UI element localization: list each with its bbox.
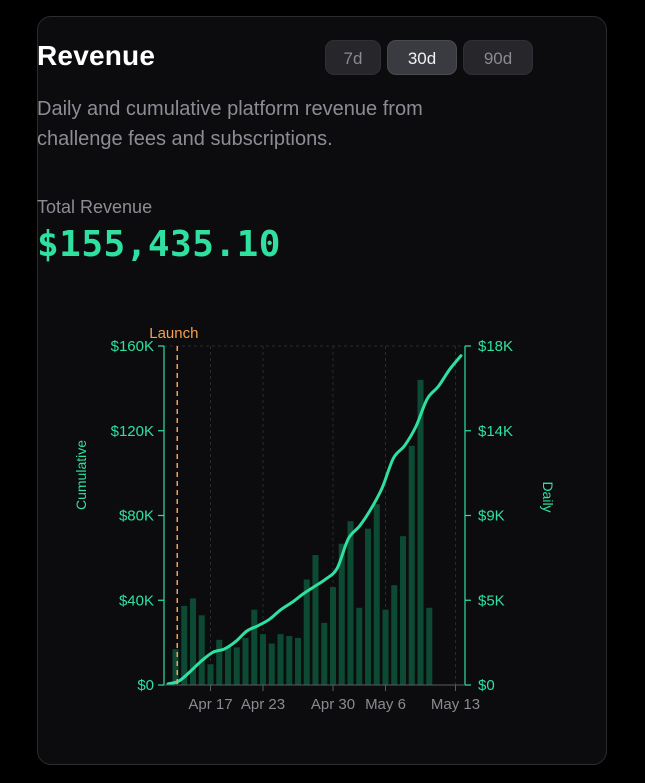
left-tick-label: $120K	[111, 423, 154, 440]
daily-bar	[207, 664, 214, 685]
daily-bar	[242, 637, 249, 685]
daily-bar	[391, 585, 398, 685]
right-tick-label: $0	[478, 677, 495, 694]
daily-bar	[260, 634, 266, 685]
right-tick-label: $5K	[478, 592, 505, 609]
daily-bar	[426, 607, 433, 685]
daily-bar	[417, 379, 424, 685]
x-tick-label: May 13	[431, 696, 480, 713]
card-description: Daily and cumulative platform revenue fr…	[37, 98, 423, 150]
daily-bar	[198, 615, 205, 685]
daily-bar	[312, 555, 319, 685]
daily-bar	[303, 579, 310, 685]
range-90d-button[interactable]: 90d	[463, 40, 533, 75]
daily-bar	[216, 639, 223, 685]
daily-bar	[190, 598, 196, 685]
total-revenue-value: $155,435.10	[37, 224, 281, 265]
total-revenue-label: Total Revenue	[37, 197, 153, 217]
daily-bar	[295, 637, 301, 685]
launch-label: Launch	[149, 325, 198, 342]
left-tick-label: $160K	[111, 338, 154, 355]
card-title: Revenue	[37, 40, 156, 71]
daily-bar	[347, 521, 354, 685]
daily-bar	[365, 528, 371, 685]
left-axis-title: Cumulative	[73, 440, 89, 510]
daily-bar	[330, 587, 336, 685]
daily-bar	[251, 609, 258, 685]
daily-bar	[233, 647, 240, 685]
right-axis-title: Daily	[540, 481, 556, 512]
daily-bar	[382, 609, 389, 685]
daily-bar	[373, 504, 380, 685]
x-tick-label: Apr 30	[311, 696, 355, 713]
left-tick-label: $40K	[119, 592, 154, 609]
daily-bar	[286, 636, 293, 685]
x-tick-label: Apr 23	[241, 696, 285, 713]
daily-bar	[277, 634, 284, 685]
daily-bar	[321, 622, 328, 685]
daily-bars	[172, 379, 433, 685]
chart-axes: $0 $40K $80K $120K $160K $0 $5K $9K $14K $18K Apr …	[73, 338, 556, 713]
launch-annotation-group: Launch	[149, 325, 198, 685]
daily-bar	[172, 649, 179, 685]
daily-bar	[181, 605, 188, 685]
x-tick-label: May 6	[365, 696, 406, 713]
daily-bar	[225, 647, 231, 685]
left-tick-label: $0	[137, 677, 154, 694]
left-tick-label: $80K	[119, 508, 154, 525]
daily-bar	[400, 536, 406, 685]
range-7d-button[interactable]: 7d	[325, 40, 381, 75]
x-tick-label: Apr 17	[188, 696, 232, 713]
range-30d-button[interactable]: 30d	[387, 40, 457, 75]
daily-bar	[356, 607, 363, 685]
right-tick-label: $18K	[478, 338, 513, 355]
daily-bar	[268, 643, 275, 685]
right-tick-label: $9K	[478, 508, 505, 525]
right-tick-label: $14K	[478, 423, 513, 440]
cumulative-line-group	[166, 354, 463, 686]
cumulative-line	[166, 354, 463, 686]
daily-bar	[408, 445, 415, 685]
daily-bar	[338, 543, 345, 685]
